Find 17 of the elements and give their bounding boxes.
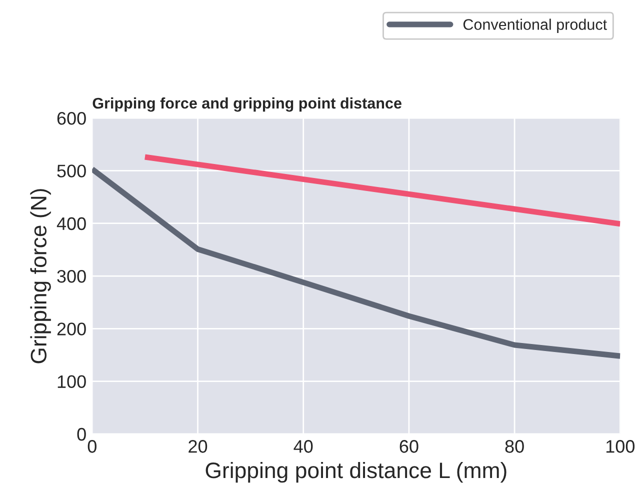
legend-label: Conventional product <box>463 18 607 33</box>
x-tick-label: 0 <box>88 440 96 453</box>
y-axis-title: Gripping force (N) <box>30 189 51 364</box>
x-tick-label: 100 <box>606 440 635 453</box>
x-tick-label: 80 <box>505 440 524 453</box>
y-tick-label: 500 <box>57 164 86 178</box>
x-tick-label: 60 <box>400 440 418 453</box>
chart-title: Gripping force and gripping point distance <box>92 97 402 112</box>
x-axis-title: Gripping point distance L (mm) <box>206 462 506 483</box>
y-tick-label: 600 <box>57 112 86 125</box>
y-tick-label: 0 <box>77 428 86 441</box>
y-tick-label: 200 <box>57 322 86 336</box>
y-tick-label: 300 <box>57 270 86 283</box>
x-tick-label: 40 <box>294 440 313 453</box>
y-tick-label: 400 <box>56 217 86 230</box>
y-tick-label: 100 <box>58 375 86 388</box>
x-tick-label: 20 <box>188 440 208 453</box>
